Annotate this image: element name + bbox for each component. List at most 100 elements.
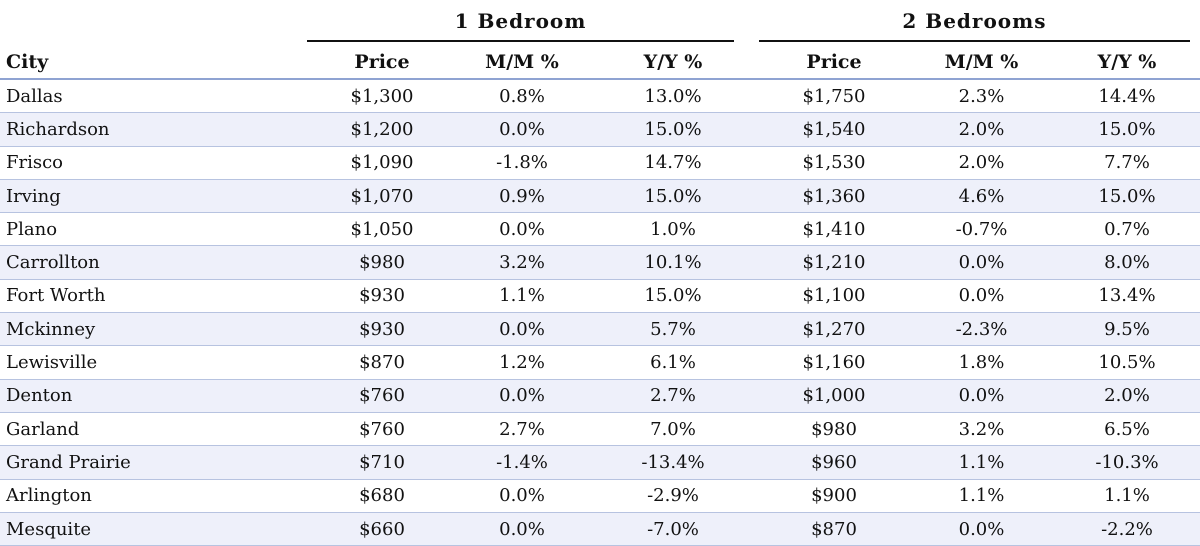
- mm-1br-cell: 1.1%: [499, 285, 545, 307]
- mm-1br-cell: 0.0%: [499, 318, 545, 340]
- mm-2br-cell: 0.0%: [958, 285, 1005, 307]
- column-header-mm-2br: M/M %: [944, 51, 1019, 73]
- mm-2br-cell: -0.7%: [955, 218, 1008, 240]
- yy-2br-cell: 2.0%: [1104, 385, 1150, 407]
- yy-1br-cell: 2.7%: [650, 385, 696, 407]
- table-row: Grand Prairie $710 -1.4% -13.4% $960 1.1% -10.…: [0, 445, 1200, 480]
- mm-2br-cell: -2.3%: [955, 318, 1008, 340]
- yy-1br-cell: 1.0%: [650, 218, 696, 240]
- city-cell: Plano: [6, 218, 58, 240]
- yy-1br-cell: 15.0%: [644, 185, 702, 207]
- yy-2br-cell: 15.0%: [1098, 185, 1156, 207]
- price-2br-cell: $1,270: [802, 318, 866, 340]
- table-row: Denton $760 0.0% 2.7% $1,000 0.0% 2.0%: [0, 379, 1200, 413]
- city-cell: Arlington: [6, 485, 92, 507]
- price-1br-cell: $1,090: [350, 152, 414, 174]
- price-2br-cell: $980: [811, 418, 857, 440]
- yy-2br-cell: 9.5%: [1104, 318, 1150, 340]
- yy-2br-cell: 1.1%: [1104, 485, 1150, 507]
- mm-1br-cell: 0.0%: [499, 385, 545, 407]
- mm-1br-cell: -1.4%: [496, 451, 548, 473]
- group-header-1-bedroom: 1 Bedroom: [307, 6, 734, 42]
- column-header-mm-1br: M/M %: [485, 51, 559, 73]
- city-cell: Grand Prairie: [6, 451, 131, 473]
- table-row: Lewisville $870 1.2% 6.1% $1,160 1.8% 10.5%: [0, 345, 1200, 380]
- rent-table: City Price M/M % Y/Y % Price M/M % Y/Y %…: [0, 46, 1200, 546]
- mm-1br-cell: 0.8%: [499, 85, 545, 107]
- yy-1br-cell: 7.0%: [650, 418, 696, 440]
- city-cell: Mesquite: [6, 518, 92, 540]
- table-row: Plano $1,050 0.0% 1.0% $1,410 -0.7% 0.7%: [0, 212, 1200, 246]
- yy-1br-cell: 14.7%: [644, 152, 702, 174]
- table-row: Mesquite $660 0.0% -7.0% $870 0.0% -2.2%: [0, 512, 1200, 546]
- price-1br-cell: $1,300: [350, 85, 414, 107]
- yy-1br-cell: 15.0%: [644, 285, 702, 307]
- yy-1br-cell: -7.0%: [647, 518, 699, 540]
- city-cell: Garland: [6, 418, 80, 440]
- price-1br-cell: $930: [359, 285, 405, 307]
- mm-1br-cell: 0.0%: [499, 485, 545, 507]
- yy-2br-cell: 14.4%: [1098, 85, 1156, 107]
- mm-1br-cell: 0.0%: [499, 218, 545, 240]
- column-header-yy-2br: Y/Y %: [1097, 51, 1157, 73]
- column-header-price-2br: Price: [806, 51, 862, 73]
- mm-2br-cell: 0.0%: [958, 252, 1005, 274]
- mm-1br-cell: 2.7%: [499, 418, 545, 440]
- table-row: Arlington $680 0.0% -2.9% $900 1.1% 1.1%: [0, 479, 1200, 513]
- price-1br-cell: $1,070: [350, 185, 414, 207]
- price-2br-cell: $1,100: [802, 285, 866, 307]
- yy-1br-cell: 6.1%: [650, 352, 696, 374]
- mm-2br-cell: 1.1%: [958, 485, 1005, 507]
- price-1br-cell: $760: [359, 418, 405, 440]
- mm-1br-cell: -1.8%: [496, 152, 548, 174]
- header-row: City Price M/M % Y/Y % Price M/M % Y/Y %: [0, 46, 1200, 79]
- table-body: Dallas $1,300 0.8% 13.0% $1,750 2.3% 14.4% Rich…: [0, 79, 1200, 546]
- yy-1br-cell: 5.7%: [650, 318, 696, 340]
- yy-1br-cell: 10.1%: [644, 252, 702, 274]
- yy-1br-cell: 13.0%: [644, 85, 702, 107]
- mm-2br-cell: 4.6%: [958, 185, 1005, 207]
- table-row: Frisco $1,090 -1.8% 14.7% $1,530 2.0% 7.7%: [0, 146, 1200, 180]
- yy-2br-cell: 0.7%: [1104, 218, 1150, 240]
- city-cell: Carrollton: [6, 252, 100, 274]
- yy-2br-cell: 7.7%: [1104, 152, 1150, 174]
- city-cell: Irving: [6, 185, 61, 207]
- price-2br-cell: $900: [811, 485, 857, 507]
- city-cell: Richardson: [6, 118, 110, 140]
- yy-2br-cell: 13.4%: [1098, 285, 1156, 307]
- table-row: Dallas $1,300 0.8% 13.0% $1,750 2.3% 14.4%: [0, 79, 1200, 113]
- group-header-2-bedrooms: 2 Bedrooms: [759, 6, 1190, 42]
- yy-2br-cell: 15.0%: [1098, 118, 1156, 140]
- price-1br-cell: $680: [359, 485, 405, 507]
- mm-2br-cell: 2.0%: [958, 152, 1005, 174]
- price-2br-cell: $1,540: [802, 118, 866, 140]
- yy-2br-cell: 10.5%: [1098, 352, 1156, 374]
- table-row: Garland $760 2.7% 7.0% $980 3.2% 6.5%: [0, 412, 1200, 446]
- mm-1br-cell: 3.2%: [499, 252, 545, 274]
- yy-1br-cell: 15.0%: [644, 118, 702, 140]
- yy-2br-cell: 8.0%: [1104, 252, 1150, 274]
- mm-2br-cell: 1.1%: [958, 451, 1005, 473]
- mm-1br-cell: 1.2%: [499, 352, 545, 374]
- yy-1br-cell: -13.4%: [641, 451, 705, 473]
- mm-2br-cell: 0.0%: [958, 518, 1005, 540]
- price-2br-cell: $1,360: [802, 185, 866, 207]
- mm-2br-cell: 0.0%: [958, 385, 1005, 407]
- price-2br-cell: $1,210: [802, 252, 866, 274]
- city-cell: Frisco: [6, 152, 64, 174]
- price-2br-cell: $1,000: [802, 385, 866, 407]
- mm-2br-cell: 2.0%: [958, 118, 1005, 140]
- yy-2br-cell: -10.3%: [1095, 451, 1159, 473]
- price-2br-cell: $870: [811, 518, 857, 540]
- column-header-yy-1br: Y/Y %: [643, 51, 703, 73]
- table-row: Irving $1,070 0.9% 15.0% $1,360 4.6% 15.0%: [0, 179, 1200, 213]
- mm-1br-cell: 0.9%: [499, 185, 545, 207]
- city-cell: Dallas: [6, 85, 63, 107]
- city-cell: Mckinney: [6, 318, 96, 340]
- mm-1br-cell: 0.0%: [499, 518, 545, 540]
- city-cell: Lewisville: [6, 352, 98, 374]
- yy-2br-cell: 6.5%: [1104, 418, 1150, 440]
- price-2br-cell: $1,160: [802, 352, 866, 374]
- yy-2br-cell: -2.2%: [1101, 518, 1153, 540]
- city-cell: Fort Worth: [6, 285, 106, 307]
